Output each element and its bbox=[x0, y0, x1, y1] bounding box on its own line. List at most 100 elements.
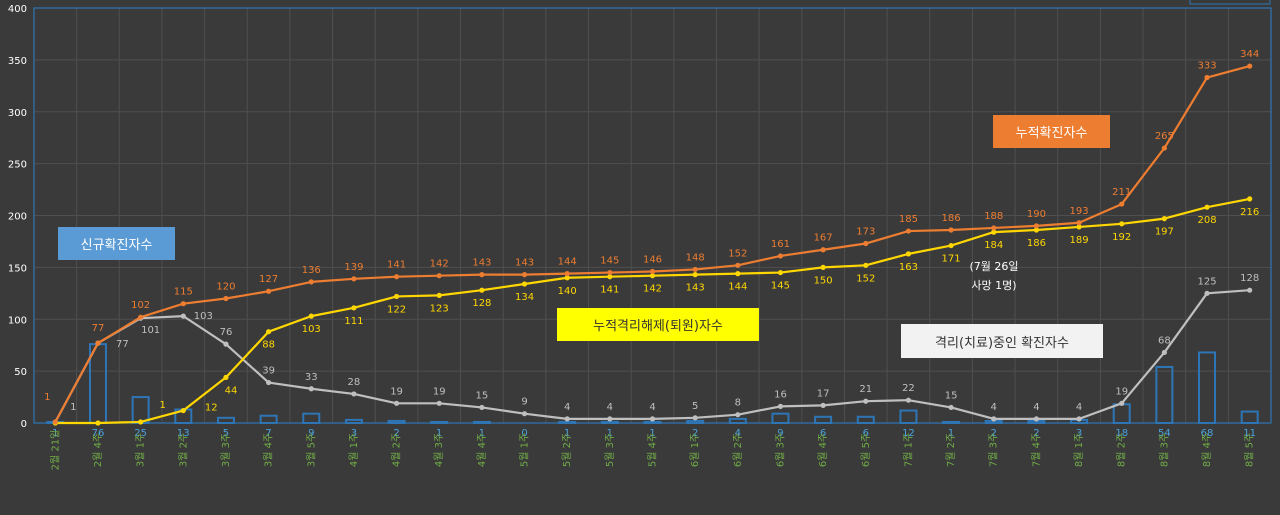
cumulative-released-point bbox=[607, 274, 613, 280]
cumulative-cases-point bbox=[564, 271, 570, 277]
cumulative-released-point bbox=[735, 271, 741, 277]
cumulative-released-label: 208 bbox=[1197, 215, 1216, 226]
in-isolation-point bbox=[1161, 349, 1167, 356]
new-cases-label: 2 bbox=[393, 428, 399, 439]
cumulative-released-point bbox=[479, 287, 485, 293]
cumulative-cases-point bbox=[266, 288, 272, 294]
cumulative-released-label: 192 bbox=[1112, 232, 1131, 243]
cumulative-cases-label: 136 bbox=[302, 265, 321, 276]
y-tick-label: 100 bbox=[8, 315, 27, 326]
annotation-line-2: 사망 1명) bbox=[971, 279, 1016, 292]
cumulative-released-point bbox=[1033, 227, 1039, 233]
in-isolation-label: 4 bbox=[564, 402, 570, 413]
in-isolation-label: 4 bbox=[1033, 402, 1039, 413]
new-cases-bar bbox=[1198, 351, 1217, 425]
cumulative-released-label: 141 bbox=[600, 285, 619, 296]
cumulative-released-label: 216 bbox=[1240, 207, 1259, 218]
y-tick-label: 0 bbox=[21, 419, 27, 430]
in-isolation-label: 125 bbox=[1197, 276, 1216, 287]
cumulative-cases-label: 173 bbox=[856, 227, 875, 238]
cumulative-released-point bbox=[1119, 221, 1125, 227]
new-cases-bar bbox=[430, 420, 449, 424]
cumulative-cases-label: 141 bbox=[387, 260, 406, 271]
cumulative-cases-point bbox=[1161, 145, 1167, 151]
cumulative-released-point bbox=[521, 281, 528, 287]
new-cases-bar bbox=[771, 412, 790, 425]
cumulative-cases-label: 186 bbox=[942, 213, 961, 224]
new-cases-label: 3 bbox=[1076, 428, 1082, 439]
data-labels: 1 76 25 13 5 7 9 3 2 1 1 0 1 1 1 2 4 9 6 6 12 1 2 2 3 18 54 68 11177… bbox=[44, 49, 1259, 439]
in-isolation-point bbox=[479, 404, 485, 411]
cumulative-cases-point bbox=[1076, 220, 1082, 226]
x-tick-label: 8월 5주 bbox=[1244, 433, 1256, 467]
in-isolation-label: 103 bbox=[194, 311, 213, 322]
x-tick-label: 7월 4주 bbox=[1030, 433, 1042, 467]
in-isolation-point bbox=[351, 391, 357, 397]
x-tick-label: 4월 3주 bbox=[433, 433, 445, 467]
callout-cumulative-cases: 누적확진자수 bbox=[993, 115, 1110, 148]
new-cases-label: 3 bbox=[351, 428, 357, 439]
cumulative-cases-point bbox=[991, 225, 997, 231]
x-axis: 2월 21일 2월 4주 3월 1주 3월 2주 3월 3주 3월 4주 3월 5주 4월 1… bbox=[49, 430, 1255, 471]
in-isolation-label: 19 bbox=[390, 386, 403, 397]
cumulative-released-label: 111 bbox=[344, 316, 363, 327]
in-isolation-point bbox=[180, 313, 186, 319]
cumulative-released-point bbox=[351, 305, 357, 311]
in-isolation-label: 15 bbox=[945, 390, 958, 401]
x-tick-label: 8월 3주 bbox=[1158, 433, 1170, 467]
new-cases-label: 68 bbox=[1201, 428, 1214, 439]
cumulative-cases-point bbox=[95, 340, 101, 346]
in-isolation-point bbox=[436, 400, 442, 406]
new-cases-label: 1 bbox=[564, 428, 570, 439]
new-cases-bar bbox=[1240, 410, 1259, 424]
x-tick-label: 6월 5주 bbox=[860, 433, 872, 467]
cumulative-released-point bbox=[1161, 216, 1167, 222]
cumulative-released-point bbox=[436, 292, 442, 298]
cumulative-released-label: 150 bbox=[814, 275, 833, 286]
x-tick-label: 4월 4주 bbox=[476, 433, 488, 467]
cumulative-released-point bbox=[948, 242, 954, 249]
in-isolation-label: 4 bbox=[607, 402, 613, 413]
in-isolation-point bbox=[223, 341, 229, 347]
in-isolation-label: 4 bbox=[649, 402, 655, 413]
y-tick-label: 200 bbox=[8, 212, 27, 223]
new-cases-bar bbox=[942, 420, 961, 424]
cumulative-released-label: 186 bbox=[1027, 238, 1046, 249]
in-isolation-point bbox=[820, 402, 826, 408]
cumulative-cases-point bbox=[1119, 201, 1125, 207]
cumulative-cases-label: 1 bbox=[44, 392, 50, 403]
new-cases-bar bbox=[387, 419, 406, 424]
in-isolation-point bbox=[521, 411, 528, 417]
cumulative-cases-point bbox=[777, 253, 784, 259]
cumulative-cases-label: 185 bbox=[899, 214, 918, 225]
in-isolation-point bbox=[1119, 400, 1125, 406]
new-cases-label: 13 bbox=[177, 428, 190, 439]
in-isolation-label: 22 bbox=[902, 383, 915, 394]
cumulative-released-point bbox=[1076, 224, 1082, 230]
in-isolation-label: 68 bbox=[1158, 335, 1171, 346]
cumulative-cases-label: 148 bbox=[686, 252, 705, 263]
in-isolation-point bbox=[863, 398, 869, 404]
cumulative-cases-point bbox=[607, 269, 613, 276]
callout-cumulative-released: 누적격리해제(퇴원)자수 bbox=[557, 308, 759, 341]
cumulative-released-point bbox=[1204, 204, 1210, 210]
in-isolation-label: 15 bbox=[476, 390, 489, 401]
cumulative-released-point bbox=[564, 275, 570, 281]
in-isolation-label: 28 bbox=[348, 377, 361, 388]
new-cases-label: 76 bbox=[92, 428, 105, 439]
new-cases-label: 2 bbox=[1033, 428, 1039, 439]
cumulative-released-point bbox=[223, 374, 229, 380]
new-cases-bar bbox=[814, 415, 833, 424]
x-tick-label: 8월 4주 bbox=[1201, 433, 1213, 467]
cumulative-cases-point bbox=[479, 272, 485, 278]
new-cases-label: 12 bbox=[902, 428, 915, 439]
cumulative-released-point bbox=[692, 272, 698, 278]
new-cases-label: 6 bbox=[820, 428, 826, 439]
cumulative-released-label: 184 bbox=[984, 240, 1003, 251]
x-tick-label: 2월 4주 bbox=[92, 433, 104, 467]
new-cases-bar bbox=[686, 419, 705, 424]
cumulative-cases-label: 143 bbox=[515, 258, 534, 269]
cumulative-cases-label: 265 bbox=[1155, 131, 1174, 142]
in-isolation-label: 19 bbox=[1115, 386, 1128, 397]
